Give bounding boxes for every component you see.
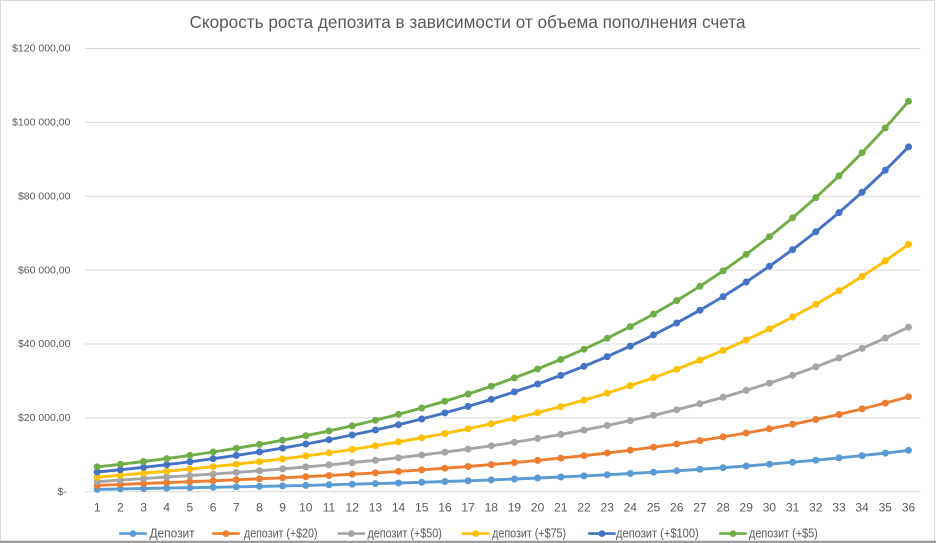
svg-text:18: 18 — [485, 501, 499, 515]
svg-text:22: 22 — [577, 501, 591, 515]
svg-text:31: 31 — [786, 501, 800, 515]
svg-text:Скорость роста депозита в зави: Скорость роста депозита в зависимости от… — [190, 12, 746, 32]
svg-text:17: 17 — [461, 501, 475, 515]
svg-text:4: 4 — [163, 501, 170, 515]
svg-text:11: 11 — [323, 501, 336, 515]
svg-text:32: 32 — [809, 501, 823, 515]
svg-text:33: 33 — [832, 501, 846, 515]
svg-text:16: 16 — [438, 501, 452, 515]
svg-text:5: 5 — [187, 501, 194, 515]
svg-text:2: 2 — [117, 501, 124, 515]
svg-text:14: 14 — [392, 501, 406, 515]
svg-text:Депозит: Депозит — [150, 527, 195, 541]
svg-text:29: 29 — [740, 501, 754, 515]
svg-text:9: 9 — [279, 501, 286, 515]
svg-text:20: 20 — [531, 501, 545, 515]
svg-text:35: 35 — [879, 501, 893, 515]
svg-text:36: 36 — [902, 501, 916, 515]
svg-text:депозит (+$50): депозит (+$50) — [368, 527, 442, 541]
svg-text:$-: $- — [58, 486, 68, 498]
svg-text:$20 000,00: $20 000,00 — [18, 412, 71, 424]
svg-text:19: 19 — [508, 501, 522, 515]
svg-text:25: 25 — [647, 501, 661, 515]
svg-text:10: 10 — [299, 501, 313, 515]
svg-text:26: 26 — [670, 501, 684, 515]
svg-text:1: 1 — [94, 501, 101, 515]
svg-text:депозит (+$100): депозит (+$100) — [616, 527, 699, 541]
svg-text:депозит (+$75): депозит (+$75) — [492, 527, 566, 541]
svg-text:15: 15 — [415, 501, 429, 515]
svg-text:27: 27 — [693, 501, 707, 515]
svg-text:13: 13 — [369, 501, 383, 515]
svg-text:$80 000,00: $80 000,00 — [18, 190, 71, 202]
svg-text:$100 000,00: $100 000,00 — [12, 117, 71, 129]
svg-text:депозит (+$5): депозит (+$5) — [749, 527, 818, 541]
svg-text:12: 12 — [346, 501, 360, 515]
svg-text:28: 28 — [716, 501, 730, 515]
svg-text:$40 000,00: $40 000,00 — [18, 338, 71, 350]
svg-text:8: 8 — [256, 501, 263, 515]
svg-text:30: 30 — [763, 501, 777, 515]
svg-text:депозит (+$20): депозит (+$20) — [244, 527, 318, 541]
svg-text:$60 000,00: $60 000,00 — [18, 264, 71, 276]
svg-text:3: 3 — [140, 501, 147, 515]
svg-text:24: 24 — [624, 501, 638, 515]
svg-text:23: 23 — [601, 501, 615, 515]
svg-text:6: 6 — [210, 501, 217, 515]
svg-text:21: 21 — [554, 501, 568, 515]
svg-text:34: 34 — [855, 501, 869, 515]
svg-text:7: 7 — [233, 501, 240, 515]
svg-text:$120 000,00: $120 000,00 — [12, 43, 71, 55]
